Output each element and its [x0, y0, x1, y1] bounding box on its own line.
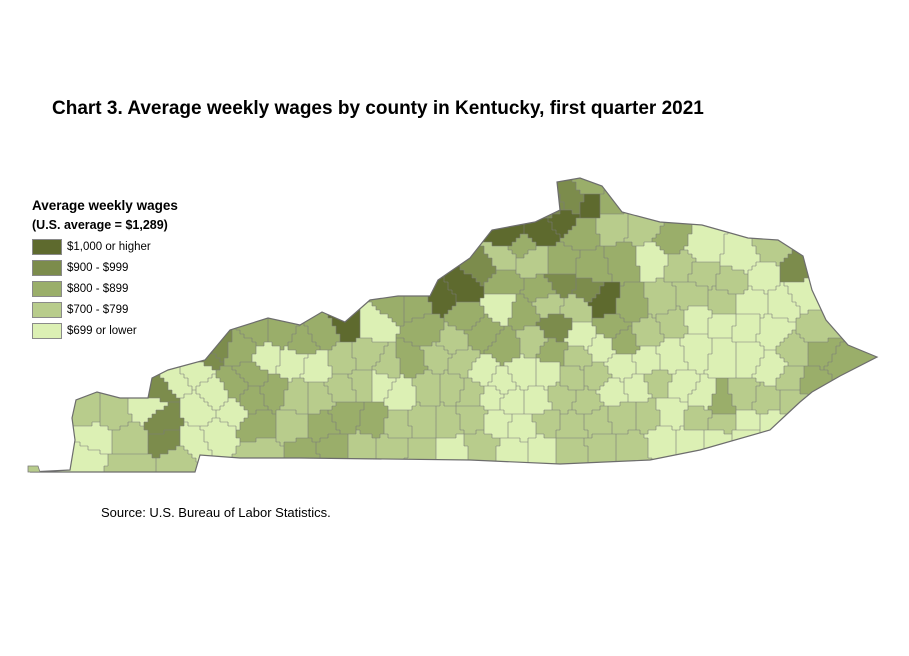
- legend-item-699-lower: $699 or lower: [32, 320, 178, 341]
- legend-item-900-999: $900 - $999: [32, 257, 178, 278]
- legend-title: Average weekly wages: [32, 198, 178, 213]
- legend-label: $800 - $899: [67, 282, 129, 295]
- legend-label: $1,000 or higher: [67, 240, 151, 253]
- legend-item-800-899: $800 - $899: [32, 278, 178, 299]
- legend-swatch: [32, 259, 62, 276]
- chart-title: Chart 3. Average weekly wages by county …: [52, 98, 704, 119]
- legend-swatch: [32, 280, 62, 297]
- source-note: Source: U.S. Bureau of Labor Statistics.: [101, 505, 331, 520]
- legend-swatch: [32, 238, 62, 255]
- legend-label: $699 or lower: [67, 324, 137, 337]
- legend-item-1000-plus: $1,000 or higher: [32, 236, 178, 257]
- legend-item-700-799: $700 - $799: [32, 299, 178, 320]
- legend-swatch: [32, 301, 62, 318]
- legend-subtitle: (U.S. average = $1,289): [32, 218, 168, 232]
- legend-swatch: [32, 322, 62, 339]
- map-legend: Average weekly wages (U.S. average = $1,…: [32, 198, 178, 341]
- legend-label: $700 - $799: [67, 303, 129, 316]
- legend-label: $900 - $999: [67, 261, 129, 274]
